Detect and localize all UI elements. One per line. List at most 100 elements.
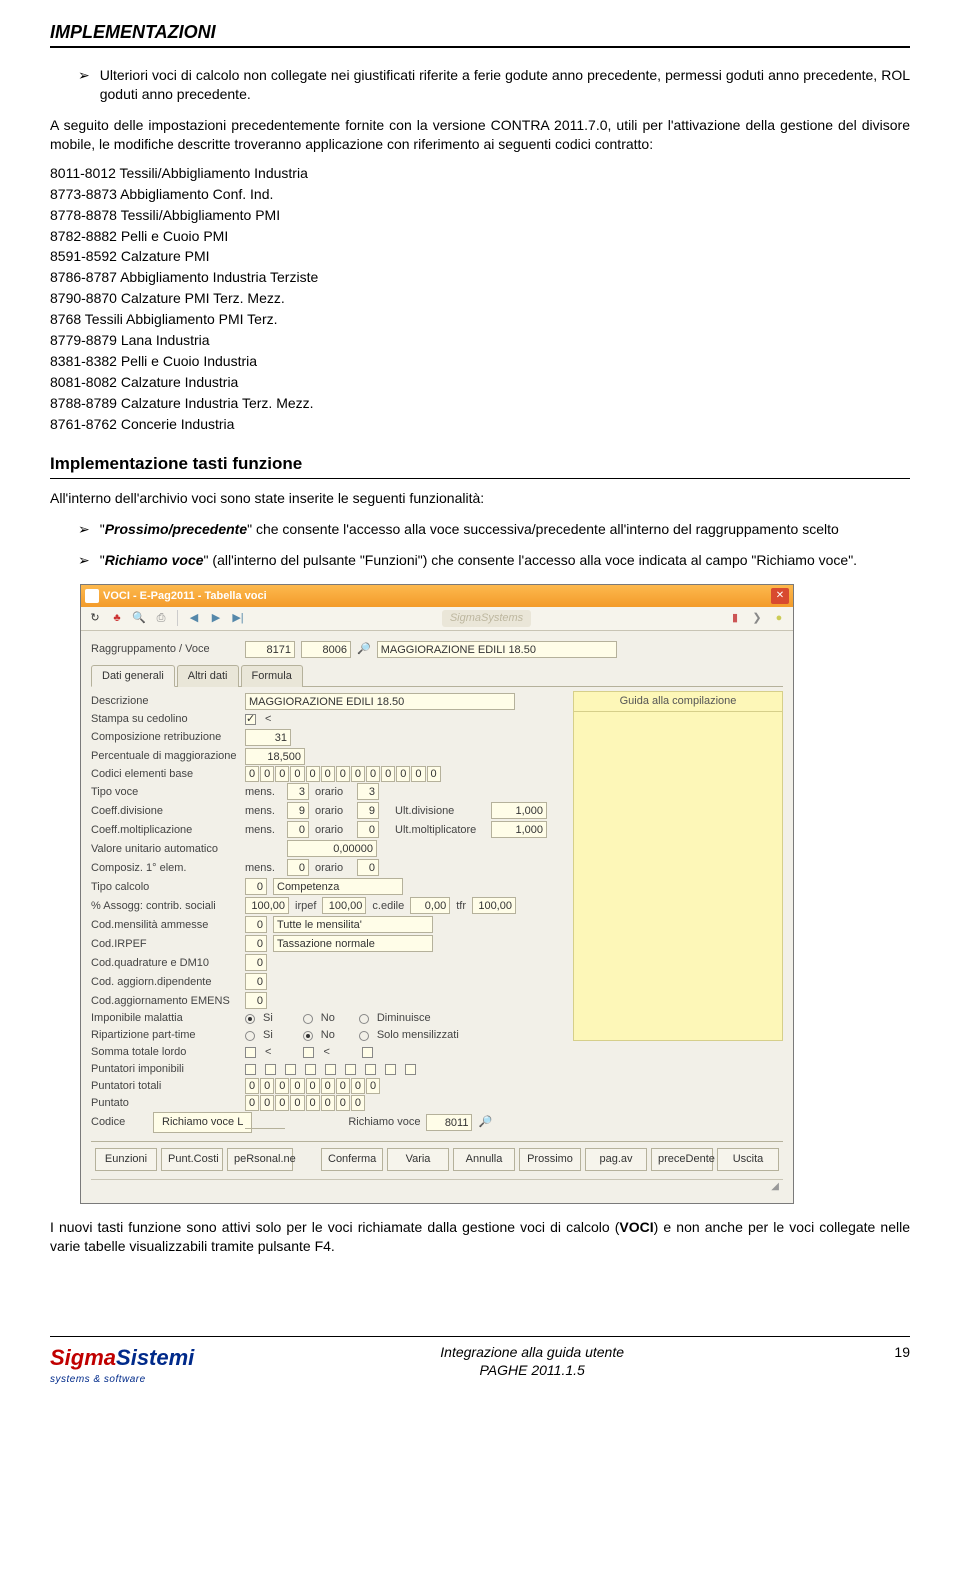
prev-icon[interactable]: ◀ [186, 610, 202, 626]
funzioni-button[interactable]: Eunzioni [95, 1148, 157, 1171]
annulla-button[interactable]: Annulla [453, 1148, 515, 1171]
checkbox[interactable] [362, 1047, 373, 1058]
num-input[interactable]: 3 [287, 783, 309, 800]
pagav-button[interactable]: pag.av [585, 1148, 647, 1171]
num-input[interactable]: 0 [287, 821, 309, 838]
num-input[interactable]: 0,00 [410, 897, 450, 914]
num-cell[interactable]: 0 [427, 766, 441, 782]
num-cell[interactable]: 0 [381, 766, 395, 782]
close-icon[interactable]: ✕ [771, 588, 789, 604]
num-input[interactable]: 0 [245, 954, 267, 971]
prossimo-button[interactable]: Prossimo [519, 1148, 581, 1171]
num-input[interactable]: 100,00 [472, 897, 516, 914]
tab-formula[interactable]: Formula [241, 665, 303, 687]
num-cell[interactable]: 0 [290, 1095, 304, 1111]
num-cell[interactable]: 0 [351, 1078, 365, 1094]
last-icon[interactable]: ▶| [230, 610, 246, 626]
puntcosti-button[interactable]: Punt.Costi [161, 1148, 223, 1171]
num-cell[interactable]: 0 [336, 766, 350, 782]
num-cell[interactable]: 0 [321, 766, 335, 782]
lookup-icon[interactable]: 🔎 [478, 1115, 492, 1130]
radio[interactable] [303, 1031, 313, 1041]
num-input[interactable]: 9 [357, 802, 379, 819]
num-cell[interactable]: 0 [366, 766, 380, 782]
num-cell[interactable]: 0 [275, 766, 289, 782]
num-cell[interactable]: 0 [336, 1095, 350, 1111]
descrizione-input[interactable]: MAGGIORAZIONE EDILI 18.50 [245, 693, 515, 710]
personalne-button[interactable]: peRsonal.ne [227, 1148, 293, 1171]
num-cell[interactable]: 0 [290, 766, 304, 782]
num-cell[interactable]: 0 [351, 766, 365, 782]
num-cell[interactable]: 0 [290, 1078, 304, 1094]
num-input[interactable]: 0 [357, 821, 379, 838]
checkbox[interactable] [305, 1064, 316, 1075]
search-icon[interactable]: 🔍 [131, 610, 147, 626]
radio[interactable] [359, 1031, 369, 1041]
next-icon[interactable]: ▶ [208, 610, 224, 626]
radio[interactable] [303, 1014, 313, 1024]
tool-icon[interactable]: ❯ [749, 610, 765, 626]
checkbox[interactable] [405, 1064, 416, 1075]
varia-button[interactable]: Varia [387, 1148, 449, 1171]
num-cell[interactable]: 0 [411, 766, 425, 782]
conferma-button[interactable]: Conferma [321, 1148, 383, 1171]
num-input[interactable]: 0 [357, 859, 379, 876]
checkbox[interactable] [345, 1064, 356, 1075]
checkbox[interactable] [303, 1047, 314, 1058]
tab-dati-generali[interactable]: Dati generali [91, 665, 175, 687]
num-cell[interactable]: 0 [260, 766, 274, 782]
num-cell[interactable]: 0 [306, 1078, 320, 1094]
num-cell[interactable]: 0 [366, 1078, 380, 1094]
num-input[interactable]: 0 [245, 935, 267, 952]
num-cell[interactable]: 0 [275, 1095, 289, 1111]
num-cell[interactable]: 0 [245, 766, 259, 782]
num-cell[interactable]: 0 [336, 1078, 350, 1094]
num-cell[interactable]: 0 [260, 1095, 274, 1111]
num-cell[interactable]: 0 [275, 1078, 289, 1094]
lookup-icon[interactable]: 🔎 [357, 642, 371, 657]
num-input[interactable]: 100,00 [322, 897, 366, 914]
num-cell[interactable]: 0 [351, 1095, 365, 1111]
richiamo-input[interactable]: 8011 [426, 1114, 472, 1131]
resize-grip-icon[interactable]: ◢ [771, 1180, 779, 1194]
checkbox[interactable] [285, 1064, 296, 1075]
uscita-button[interactable]: Uscita [717, 1148, 779, 1171]
group-input[interactable]: 8171 [245, 641, 295, 658]
print-icon[interactable]: ⎙ [153, 610, 169, 626]
num-cell[interactable]: 0 [306, 766, 320, 782]
help-icon[interactable]: ● [771, 610, 787, 626]
checkbox[interactable] [385, 1064, 396, 1075]
num-cell[interactable]: 0 [321, 1095, 335, 1111]
tool-icon[interactable]: ▮ [727, 610, 743, 626]
precedente-button[interactable]: preceDente [651, 1148, 713, 1171]
num-input[interactable]: 0 [287, 859, 309, 876]
num-input[interactable]: 0 [245, 878, 267, 895]
num-input[interactable]: 9 [287, 802, 309, 819]
comp-retr-input[interactable]: 31 [245, 729, 291, 746]
num-input[interactable]: 0 [245, 916, 267, 933]
num-cell[interactable]: 0 [260, 1078, 274, 1094]
num-input[interactable]: 0 [245, 992, 267, 1009]
checkbox[interactable] [245, 1047, 256, 1058]
checkbox[interactable] [245, 1064, 256, 1075]
voce-input[interactable]: 8006 [301, 641, 351, 658]
num-input[interactable]: 100,00 [245, 897, 289, 914]
num-input[interactable]: 1,000 [491, 802, 547, 819]
checkbox[interactable] [265, 1064, 276, 1075]
tab-altri-dati[interactable]: Altri dati [177, 665, 239, 687]
radio[interactable] [245, 1031, 255, 1041]
num-input[interactable]: 0 [245, 973, 267, 990]
num-input[interactable]: 1,000 [491, 821, 547, 838]
radio[interactable] [245, 1014, 255, 1024]
num-cell[interactable]: 0 [245, 1095, 259, 1111]
num-input[interactable]: 3 [357, 783, 379, 800]
num-cell[interactable]: 0 [321, 1078, 335, 1094]
num-cell[interactable]: 0 [396, 766, 410, 782]
checkbox[interactable] [325, 1064, 336, 1075]
checkbox[interactable] [365, 1064, 376, 1075]
user-icon[interactable]: ♣ [109, 610, 125, 626]
perc-magg-input[interactable]: 18,500 [245, 748, 305, 765]
refresh-icon[interactable]: ↻ [87, 610, 103, 626]
radio[interactable] [359, 1014, 369, 1024]
stampa-checkbox[interactable] [245, 714, 256, 725]
